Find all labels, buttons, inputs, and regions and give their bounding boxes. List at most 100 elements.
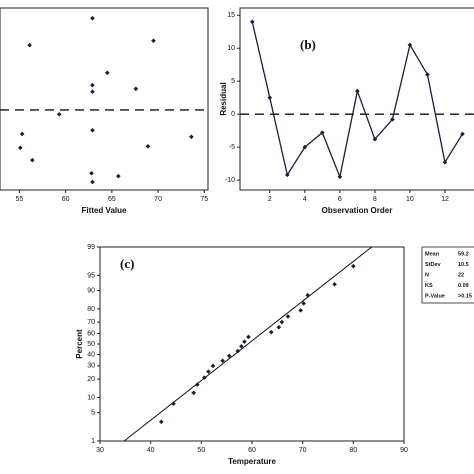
x-axis-label: Fitted Value — [82, 206, 127, 215]
data-point — [171, 401, 176, 407]
data-point — [90, 128, 95, 133]
data-point — [407, 42, 413, 48]
x-axis-label: Observation Order — [322, 206, 393, 215]
data-point — [425, 72, 430, 77]
data-point — [145, 144, 151, 149]
data-point — [242, 339, 247, 344]
data-point — [442, 160, 448, 165]
x-tick-label: 60 — [62, 196, 70, 203]
x-tick-label: 55 — [16, 196, 24, 203]
data-point — [133, 86, 139, 92]
data-point — [267, 95, 273, 100]
data-point — [191, 390, 197, 396]
y-tick-label: 10 — [227, 45, 235, 52]
plot-frame — [239, 7, 474, 191]
stats-value: 10.5 — [458, 262, 469, 268]
data-point — [332, 281, 337, 287]
data-point — [285, 314, 291, 319]
data-point — [206, 369, 211, 374]
stats-label: P-Value — [425, 293, 445, 299]
plot-frame — [0, 7, 209, 191]
y-tick-label: 20 — [87, 376, 95, 383]
data-point — [246, 334, 251, 340]
stats-label: N — [425, 272, 429, 278]
x-tick-label: 8 — [373, 196, 377, 203]
data-point — [151, 38, 156, 44]
data-point — [89, 170, 94, 176]
annotation: (c) — [120, 256, 134, 271]
y-tick-label: 95 — [87, 272, 95, 279]
data-point — [268, 329, 274, 335]
y-tick-label: 30 — [87, 363, 95, 370]
data-point — [298, 308, 303, 313]
data-point — [90, 15, 95, 21]
x-axis-label: Temperature — [228, 457, 276, 466]
stats-label: Mean — [425, 251, 440, 257]
data-point — [351, 263, 356, 269]
y-axis-label: Residual — [219, 82, 228, 115]
data-point — [189, 134, 194, 140]
y-tick-label: 90 — [87, 287, 95, 294]
x-tick-label: 4 — [303, 196, 307, 203]
x-tick-label: 12 — [441, 196, 449, 203]
data-point — [56, 111, 62, 117]
data-point — [226, 353, 232, 359]
data-point — [220, 358, 225, 364]
series-line — [251, 21, 464, 180]
data-point — [276, 324, 282, 330]
stats-box — [421, 246, 474, 304]
x-tick-label: 50 — [197, 447, 205, 454]
data-point — [390, 117, 395, 122]
y-tick-label: 99 — [87, 244, 95, 251]
x-tick-label: 10 — [406, 196, 414, 203]
x-tick-label: 70 — [299, 447, 307, 454]
data-point — [320, 130, 325, 135]
data-point — [284, 172, 290, 178]
data-point — [18, 145, 23, 151]
stats-label: KS — [425, 283, 433, 289]
x-tick-label: 75 — [200, 196, 208, 203]
x-tick-label: 80 — [349, 447, 357, 454]
y-tick-label: -10 — [225, 177, 235, 184]
y-tick-label: 5 — [91, 409, 95, 416]
x-tick-label: 65 — [108, 196, 116, 203]
stats-label: StDev — [425, 262, 442, 268]
y-tick-label: 40 — [87, 351, 95, 358]
data-point — [159, 419, 164, 425]
y-tick-label: 5 — [231, 78, 235, 85]
fit-line — [123, 246, 373, 442]
annotation: (b) — [300, 37, 316, 52]
data-point — [194, 382, 200, 387]
stats-value: 22 — [458, 272, 464, 278]
data-point — [30, 157, 35, 163]
data-point — [90, 82, 95, 88]
data-point — [27, 42, 32, 48]
data-point — [90, 179, 95, 185]
stats-value: 59.2 — [458, 251, 469, 257]
data-point — [235, 348, 241, 354]
x-tick-label: 70 — [154, 196, 162, 203]
y-tick-label: 60 — [87, 330, 95, 337]
data-point — [301, 301, 306, 306]
data-point — [372, 136, 378, 142]
x-tick-label: 40 — [147, 447, 155, 454]
y-tick-label: -5 — [229, 144, 235, 151]
data-point — [305, 292, 311, 298]
data-point — [337, 174, 343, 180]
y-tick-label: 50 — [87, 341, 95, 348]
x-tick-label: 2 — [268, 196, 272, 203]
plot-frame — [99, 246, 405, 442]
data-point — [202, 375, 207, 380]
data-point — [355, 88, 360, 94]
x-tick-label: 30 — [96, 447, 104, 454]
data-point — [302, 144, 308, 150]
y-tick-label: 0 — [231, 111, 235, 118]
data-point — [90, 89, 95, 95]
y-tick-label: 10 — [87, 394, 95, 401]
x-tick-label: 6 — [338, 196, 342, 203]
data-point — [239, 344, 244, 349]
data-point — [19, 131, 25, 137]
x-tick-label: 60 — [248, 447, 256, 454]
data-point — [116, 173, 121, 179]
